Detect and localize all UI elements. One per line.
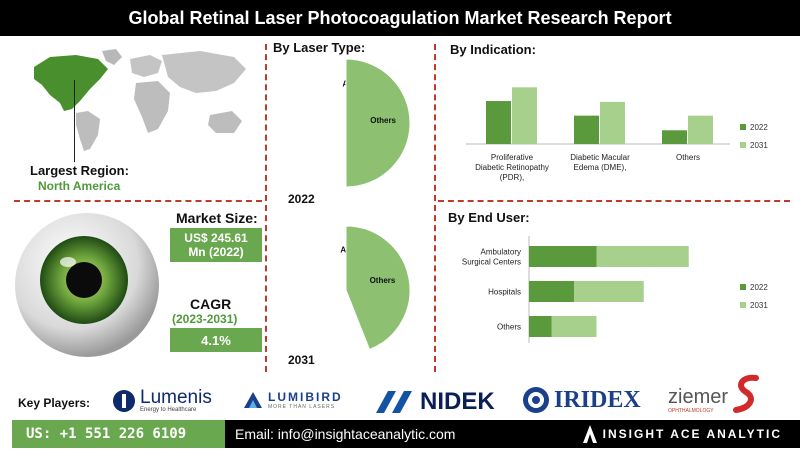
indication-bar-2022-2 [662,130,687,144]
lumenis-logo: Lumenis Energy to Healthcare [112,388,212,413]
end-user-legend-label-2022: 2022 [750,283,768,292]
map-north-america [34,55,108,111]
end-user-bar-2031-0 [596,246,689,267]
ziemer-wordmark: ziemer [668,386,729,408]
largest-region-label: Largest Region: [30,163,129,178]
pie-year-label: 2031 [288,353,315,367]
divider-indication [438,200,790,202]
lumenis-wordmark: Lumenis [140,387,212,408]
map-africa [134,81,170,133]
indication-category-label-2: Others [676,153,700,162]
divider-region [14,200,262,202]
lumenis-tagline: Energy to Healthcare [140,407,197,413]
region-pointer-line [74,80,75,162]
pie-year-label: 2022 [288,192,315,206]
lumibird-logo: LUMIBIRD MORE THAN LASERS [242,390,343,410]
footer-phone: US: +1 551 226 6109 [12,420,225,448]
pie-chart-2022: Argon Laser(488 nm)Green Laser(532 nm)Ot… [288,58,411,206]
end-user-category-label-2: Others [497,323,521,332]
indication-legend-label-2031: 2031 [750,141,768,150]
market-size-value-line2: Mn (2022) [188,245,244,259]
indication-bar-2022-1 [574,115,599,144]
map-europe [130,55,162,77]
indication-bar-2031-1 [600,101,625,144]
end-user-bar-2031-2 [551,316,597,337]
nidek-logo: NIDEK [372,388,495,416]
cagr-label: CAGR [190,296,232,312]
pie-chart-2031: Argon Laser(488 nm)Green Laser(532 nm)Ot… [288,225,411,367]
indication-legend-swatch-2022 [740,124,746,130]
end-user-bar-2022-0 [529,246,597,267]
map-australia [208,111,242,133]
end-user-bar-2031-1 [574,281,644,302]
end-user-legend-label-2031: 2031 [750,301,768,310]
market-size-value-box: US$ 245.61 Mn (2022) [170,228,262,262]
indication-legend-label-2022: 2022 [750,123,768,132]
pie-slice-label-2: Others [370,276,396,285]
indication-legend-swatch-2031 [740,142,746,148]
cagr-period: (2023-2031) [172,312,238,326]
footer-email: Email: info@insightaceanalytic.com [235,426,456,442]
key-players-label: Key Players: [18,396,91,410]
end-user-legend-swatch-2031 [740,302,746,308]
pie-slice-2 [345,225,411,351]
map-south-america [76,111,100,151]
end-user-section-title: By End User: [448,210,530,225]
map-greenland [102,49,122,65]
largest-region-value: North America [38,179,121,193]
footer-contact-bar: Email: info@insightaceanalytic.com INSIG… [225,420,800,448]
end-user-bar-2022-1 [529,281,574,302]
indication-section-title: By Indication: [450,42,536,57]
lumibird-wordmark: LUMIBIRD [268,389,343,404]
end-user-bar-2022-2 [529,316,552,337]
nidek-wordmark: NIDEK [420,388,495,415]
indication-bar-2031-2 [688,115,713,144]
end-user-bar-chart: Ambulatory Surgical Centers Hospitals Other… [462,236,768,343]
iridex-mark-icon [523,387,549,413]
insight-ace-logo-icon [582,425,597,443]
indication-category-label-1: Diabetic Macular Edema (DME), [570,153,630,172]
indication-category-label-0: Proliferative Diabetic Retinopathy (PDR), [475,153,549,182]
market-size-value-line1: US$ 245.61 [184,231,248,245]
market-size-label: Market Size: [176,210,258,226]
indication-bar-2031-0 [512,87,537,144]
ziemer-logo: ziemer OPHTHALMOLOGY [668,374,762,414]
footer-brand: INSIGHT ACE ANALYTIC [582,420,782,448]
end-user-legend-swatch-2022 [740,284,746,290]
end-user-category-label-1: Hospitals [488,288,521,297]
lumenis-mark-icon [113,389,135,412]
pupil-shape [66,262,102,298]
lumibird-mark-icon [244,392,262,408]
lumibird-tagline: MORE THAN LASERS [268,403,336,410]
footer-brand-text: INSIGHT ACE ANALYTIC [602,427,782,441]
ziemer-mark-icon [733,374,760,413]
ziemer-tagline: OPHTHALMOLOGY [668,408,714,414]
iridex-wordmark: IRIDEX [554,386,641,413]
pie-slice-label-2: Others [370,116,396,125]
pie-slice-2 [345,58,411,188]
nidek-mark-icon [376,391,412,413]
indication-bar-2022-0 [486,101,511,144]
laser-type-section-title: By Laser Type: [273,40,366,55]
cagr-value-box: 4.1% [170,328,262,352]
divider-left [265,44,267,372]
world-map [34,49,246,151]
report-title: Global Retinal Laser Photocoagulation Ma… [0,0,800,36]
divider-right [434,44,436,372]
eyeball-illustration [15,213,159,357]
end-user-category-label-0: Ambulatory Surgical Centers [462,248,521,267]
map-asia [162,51,246,93]
iridex-logo: IRIDEX [522,386,641,414]
indication-bar-chart: Proliferative Diabetic Retinopathy (PDR), D… [466,87,768,182]
